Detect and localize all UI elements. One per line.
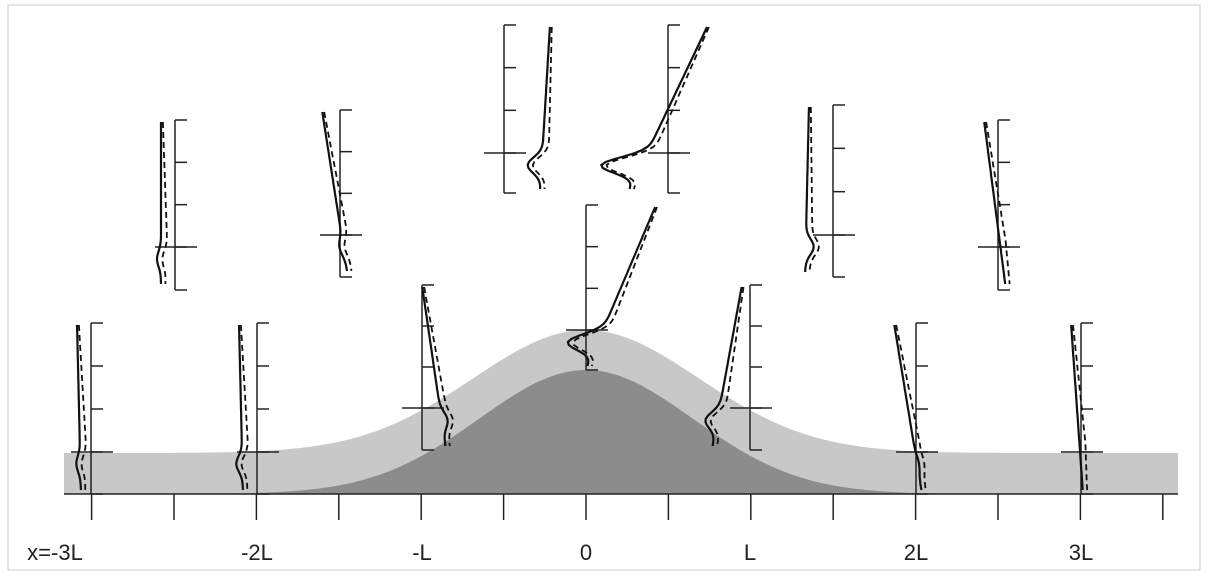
profile-solid: [1070, 324, 1084, 491]
profile-solid: [321, 111, 349, 272]
x-labels: x=-3L -2L -L 0 L 2L 3L: [27, 540, 1093, 565]
x-label: -L: [412, 540, 432, 565]
x-label: -2L: [241, 540, 273, 565]
ground-ticks: [90, 494, 1164, 520]
profile-solid: [526, 26, 551, 189]
profile-solid: [599, 26, 708, 190]
x-label: 2L: [904, 540, 928, 565]
profile-solid: [566, 206, 657, 367]
x-label: 3L: [1069, 540, 1093, 565]
profile-dashed: [709, 286, 745, 447]
profile-solid: [235, 324, 244, 491]
x-label: L: [744, 540, 756, 565]
x-label: 0: [580, 540, 592, 565]
profile-solid: [421, 286, 449, 447]
profiles: [71, 24, 1103, 495]
profile-solid: [155, 122, 163, 285]
terrain: [64, 370, 1178, 494]
profile-dashed: [1072, 324, 1088, 491]
profile-solid: [893, 324, 923, 491]
profile-dashed: [78, 324, 87, 490]
profile-dashed: [161, 121, 168, 284]
x-label: x=-3L: [27, 540, 83, 565]
profile-dashed: [895, 324, 927, 491]
profile-solid: [704, 286, 743, 447]
profile-dashed: [572, 206, 658, 367]
profile-solid: [804, 106, 815, 273]
profile-dashed: [423, 286, 454, 447]
profile-solid: [75, 324, 82, 491]
profile-dashed: [985, 121, 1011, 285]
profile-dashed: [531, 26, 553, 189]
profile-dashed: [240, 324, 249, 490]
profile-dashed: [323, 111, 353, 272]
profile-solid: [983, 121, 1007, 285]
profile-dashed: [808, 106, 820, 273]
